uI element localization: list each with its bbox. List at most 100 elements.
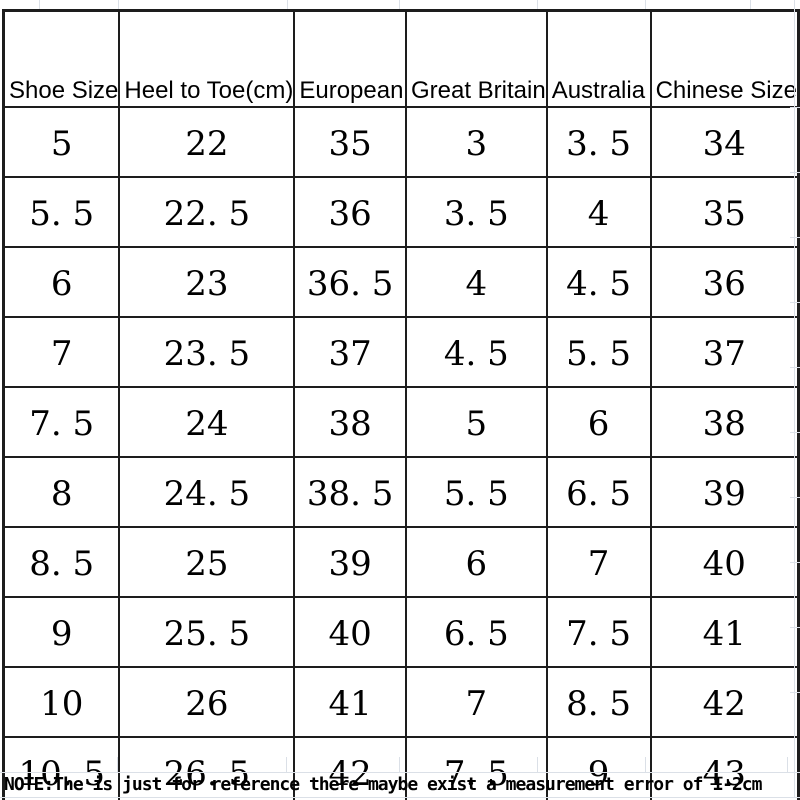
faint-gridline bbox=[750, 0, 751, 9]
table-cell: 4. 5 bbox=[404, 316, 548, 388]
header-row: Shoe Size Heel to Toe(cm) European Great Br… bbox=[2, 9, 800, 108]
table-cell: 36. 5 bbox=[293, 246, 407, 318]
note-text: NOTE:The is just for reference there may… bbox=[4, 774, 762, 795]
table-cell: 5. 5 bbox=[404, 456, 548, 528]
faint-gridline bbox=[790, 627, 800, 628]
faint-gridline bbox=[537, 757, 538, 772]
column-header: Shoe Size bbox=[2, 9, 121, 108]
faint-gridline bbox=[399, 0, 400, 9]
faint-gridline bbox=[287, 0, 288, 9]
faint-gridline bbox=[645, 757, 646, 772]
shoe-size-conversion-table: Shoe Size Heel to Toe(cm) European Great Br… bbox=[2, 9, 800, 800]
table-row: 10. 5 26. 5 42 7. 5 9 43 bbox=[2, 736, 800, 800]
faint-gridline bbox=[0, 772, 800, 773]
table-cell: 40 bbox=[293, 596, 407, 668]
table-cell: 8 bbox=[2, 456, 121, 528]
faint-gridline bbox=[790, 237, 800, 238]
table-cell: 6 bbox=[404, 526, 548, 598]
table-cell: 36 bbox=[293, 176, 407, 248]
table-cell: 4 bbox=[545, 176, 652, 248]
table-cell: 23. 5 bbox=[118, 316, 296, 388]
faint-gridline bbox=[399, 757, 400, 772]
table-cell: 34 bbox=[649, 106, 800, 178]
table-cell: 7. 5 bbox=[2, 386, 121, 458]
table-cell: 24 bbox=[118, 386, 296, 458]
table-cell: 6. 5 bbox=[404, 596, 548, 668]
table-cell: 41 bbox=[293, 666, 407, 738]
table-cell: 22. 5 bbox=[118, 176, 296, 248]
table-cell: 7 bbox=[545, 526, 652, 598]
faint-gridline bbox=[645, 0, 646, 9]
faint-gridline bbox=[39, 0, 40, 9]
faint-gridline bbox=[790, 172, 800, 173]
table-cell: 9 bbox=[2, 596, 121, 668]
table-row: 7 23. 5 37 4. 5 5. 5 37 bbox=[2, 316, 800, 388]
faint-gridline bbox=[286, 757, 287, 772]
faint-gridline bbox=[787, 757, 788, 772]
faint-gridline bbox=[790, 302, 800, 303]
table-cell: 4. 5 bbox=[545, 246, 652, 318]
column-header: Heel to Toe(cm) bbox=[118, 9, 296, 108]
table-cell: 40 bbox=[649, 526, 800, 598]
table-cell: 7. 5 bbox=[404, 736, 548, 800]
table-cell: 6. 5 bbox=[545, 456, 652, 528]
table-cell: 26. 5 bbox=[118, 736, 296, 800]
table-cell: 25. 5 bbox=[118, 596, 296, 668]
table-cell: 37 bbox=[293, 316, 407, 388]
table-cell: 26 bbox=[118, 666, 296, 738]
faint-gridline bbox=[537, 0, 538, 9]
table-cell: 8. 5 bbox=[545, 666, 652, 738]
table-cell: 38 bbox=[649, 386, 800, 458]
table-row: 6 23 36. 5 4 4. 5 36 bbox=[2, 246, 800, 318]
column-header: Chinese Size bbox=[649, 9, 800, 108]
table-cell: 43 bbox=[649, 736, 800, 800]
table-cell: 6 bbox=[2, 246, 121, 318]
table-cell: 7 bbox=[404, 666, 548, 738]
table-row: 5. 5 22. 5 36 3. 5 4 35 bbox=[2, 176, 800, 248]
table-cell: 10 bbox=[2, 666, 121, 738]
faint-gridline bbox=[790, 562, 800, 563]
table-cell: 5 bbox=[404, 386, 548, 458]
table-cell: 42 bbox=[293, 736, 407, 800]
table-cell: 39 bbox=[293, 526, 407, 598]
faint-gridline bbox=[118, 0, 119, 9]
table-row: 8 24. 5 38. 5 5. 5 6. 5 39 bbox=[2, 456, 800, 528]
column-header: Australia bbox=[545, 9, 652, 108]
faint-gridline bbox=[790, 107, 800, 108]
table-cell: 36 bbox=[649, 246, 800, 318]
table-row: 7. 5 24 38 5 6 38 bbox=[2, 386, 800, 458]
table-cell: 7. 5 bbox=[545, 596, 652, 668]
column-header: European bbox=[293, 9, 407, 108]
table-row: 8. 5 25 39 6 7 40 bbox=[2, 526, 800, 598]
table-cell: 7 bbox=[2, 316, 121, 388]
faint-gridline bbox=[790, 692, 800, 693]
table-cell: 5. 5 bbox=[545, 316, 652, 388]
faint-gridline bbox=[117, 757, 118, 772]
table-cell: 37 bbox=[649, 316, 800, 388]
table-cell: 5. 5 bbox=[2, 176, 121, 248]
faint-gridline bbox=[790, 367, 800, 368]
faint-gridline bbox=[790, 432, 800, 433]
table-cell: 38. 5 bbox=[293, 456, 407, 528]
table-row: 9 25. 5 40 6. 5 7. 5 41 bbox=[2, 596, 800, 668]
table-cell: 25 bbox=[118, 526, 296, 598]
table-cell: 42 bbox=[649, 666, 800, 738]
table-cell: 9 bbox=[545, 736, 652, 800]
column-header: Great Britain bbox=[404, 9, 548, 108]
table-cell: 8. 5 bbox=[2, 526, 121, 598]
table-cell: 23 bbox=[118, 246, 296, 318]
table-cell: 5 bbox=[2, 106, 121, 178]
faint-gridline bbox=[0, 797, 800, 798]
table-cell: 35 bbox=[293, 106, 407, 178]
faint-gridline bbox=[794, 0, 795, 797]
table-cell: 22 bbox=[118, 106, 296, 178]
table-cell: 3. 5 bbox=[545, 106, 652, 178]
table-cell: 24. 5 bbox=[118, 456, 296, 528]
table-cell: 39 bbox=[649, 456, 800, 528]
table-row: 10 26 41 7 8. 5 42 bbox=[2, 666, 800, 738]
table-cell: 6 bbox=[545, 386, 652, 458]
table-cell: 38 bbox=[293, 386, 407, 458]
table-cell: 41 bbox=[649, 596, 800, 668]
